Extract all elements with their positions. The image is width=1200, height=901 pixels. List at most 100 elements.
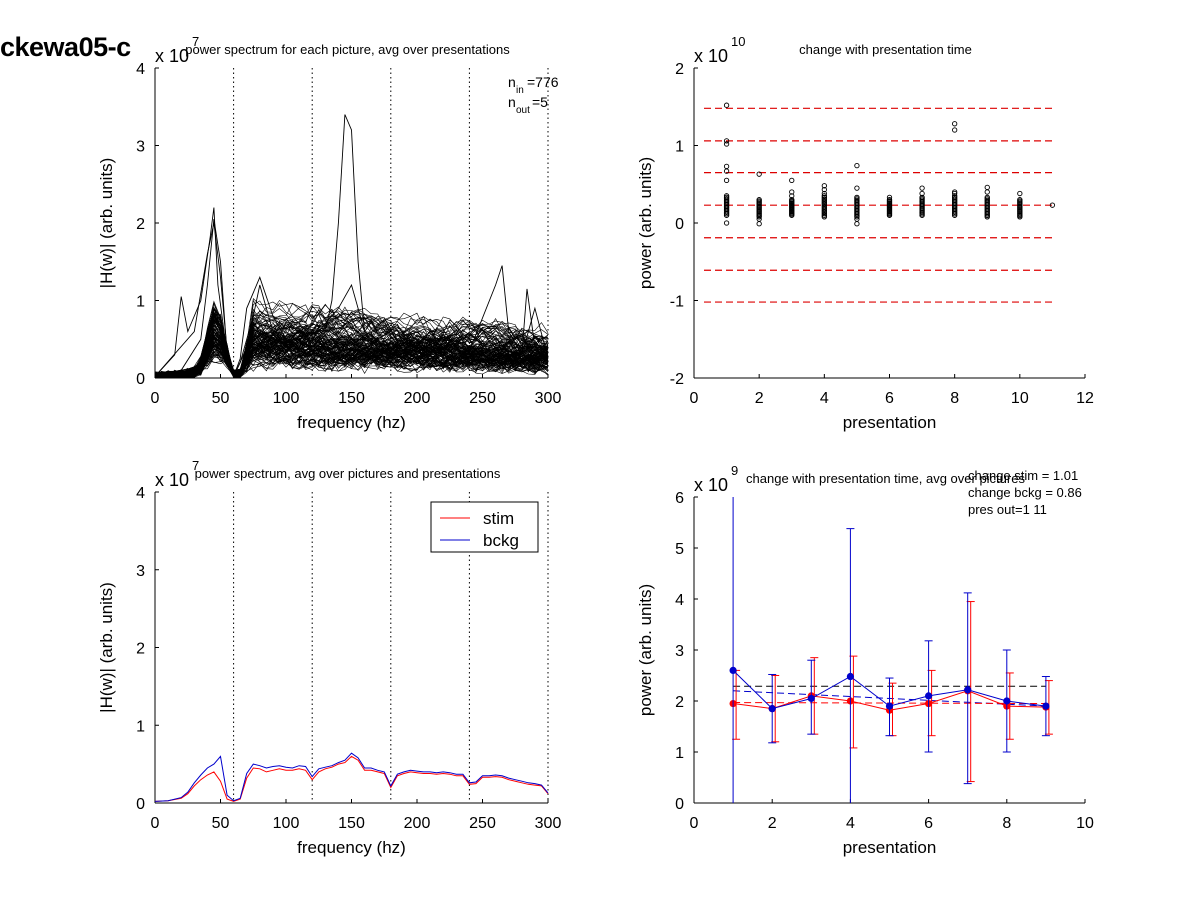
data-point [723,163,730,170]
axis-exponent: 9 [731,463,738,478]
y-axis-label: |H(w)| (arb. units) [97,582,116,713]
legend-box [430,501,539,553]
data-point [821,190,827,197]
annotation-value: =776 [527,74,559,90]
data-point [854,162,860,169]
data-point [756,171,762,177]
x-tick-label: 300 [535,390,562,407]
y-tick-label: -2 [670,371,684,388]
spectrum-line [155,312,549,378]
x-tick-label: 0 [690,390,699,407]
y-tick-label: 3 [675,643,684,660]
data-point [952,189,958,195]
x-tick-label: 100 [273,390,300,407]
data-point [723,220,730,226]
y-tick-label: 5 [675,541,684,558]
spectrum-line [155,313,549,378]
y-axis-label: |H(w)| (arb. units) [97,158,116,289]
y-tick-label: 4 [675,592,684,609]
axis-exponent-base: x 10 [155,470,189,490]
panel-change-avg: 0 2 4 6 8 10 0 1 2 3 4 5 6 presentation power (arb. un… [636,463,1094,857]
spectrum-line [155,309,549,378]
axis-exponent: 10 [731,34,745,49]
spectrum-line [154,308,549,378]
y-tick-label: 6 [675,490,684,507]
data-point [854,194,860,201]
x-tick-label: 10 [1076,815,1094,832]
y-tick-label: 0 [136,371,145,388]
data-point-bckg [964,686,972,694]
x-tick-label: 12 [1076,390,1094,407]
x-tick-label: 2 [755,390,764,407]
y-tick-label: 3 [136,563,145,580]
panel-spectrum-each-picture: 0 50 100 150 200 250 300 0 1 2 3 4 frequency (hz) |H(… [97,34,561,432]
x-tick-label: 100 [273,815,300,832]
x-axis-label: frequency (hz) [297,838,406,857]
data-point [919,194,925,201]
axis-exponent: 7 [192,34,199,49]
data-point-bckg [729,666,737,675]
annotation-symbol: n [508,94,516,110]
spectrum-line [154,306,549,378]
x-tick-label: 6 [924,815,933,832]
data-point [984,194,990,201]
spectrum-line-peak [154,222,549,378]
y-axis-label: power (arb. units) [636,584,655,716]
axis-exponent-base: x 10 [694,475,728,495]
y-tick-label: 0 [675,216,684,233]
data-point [886,194,893,201]
x-tick-label: 10 [1011,390,1029,407]
x-tick-label: 200 [404,390,431,407]
panel-title: change with presentation time [799,42,972,57]
spectrum-line [154,309,549,378]
y-tick-label: 1 [675,139,684,156]
x-tick-label: 250 [469,815,496,832]
y-tick-label: 2 [136,641,145,658]
x-tick-label: 50 [212,390,230,407]
panel-title: power spectrum for each picture, avg ove… [185,42,510,57]
y-tick-label: 4 [136,485,145,502]
panel-spectrum-avg: 0 50 100 150 200 250 300 0 1 2 3 4 frequency (hz) |H(… [97,458,561,857]
data-point [886,197,893,203]
data-point [854,185,860,191]
y-tick-label: 1 [136,718,145,735]
spectrum-line [154,326,549,378]
data-point-bckg [807,694,815,703]
y-tick-label: 4 [136,61,145,78]
spectrum-line [154,313,549,378]
annotation-symbol: n [508,74,516,90]
data-point [952,190,958,197]
data-point [723,102,730,108]
data-point [821,196,828,202]
legend-label: bckg [483,531,519,550]
x-tick-label: 8 [950,390,959,407]
data-point [1017,190,1023,197]
y-tick-label: -1 [670,294,684,311]
x-tick-label: 50 [212,815,230,832]
y-tick-label: 2 [675,61,684,78]
data-point-bckg [768,705,776,713]
series-line-bckg [154,752,549,802]
x-tick-label: 4 [846,815,855,832]
annotation-value: =5 [532,94,548,110]
spectrum-line [155,327,549,378]
data-point [723,168,730,174]
x-tick-label: 4 [820,390,829,407]
data-point [789,197,795,203]
data-point [984,189,990,195]
x-tick-label: 300 [535,815,562,832]
annotation-subscript: in [516,85,524,96]
y-tick-label: 1 [136,294,145,311]
y-tick-label: 2 [136,216,145,233]
data-point [952,127,958,133]
x-tick-label: 0 [151,815,160,832]
data-point [919,185,925,191]
spectrum-line [154,322,549,378]
y-axis-label: power (arb. units) [636,157,655,289]
data-point [1017,197,1023,203]
legend-label: stim [483,509,514,528]
data-point-bckg [1042,702,1050,710]
x-tick-label: 150 [338,815,365,832]
spectrum-line [154,328,549,378]
